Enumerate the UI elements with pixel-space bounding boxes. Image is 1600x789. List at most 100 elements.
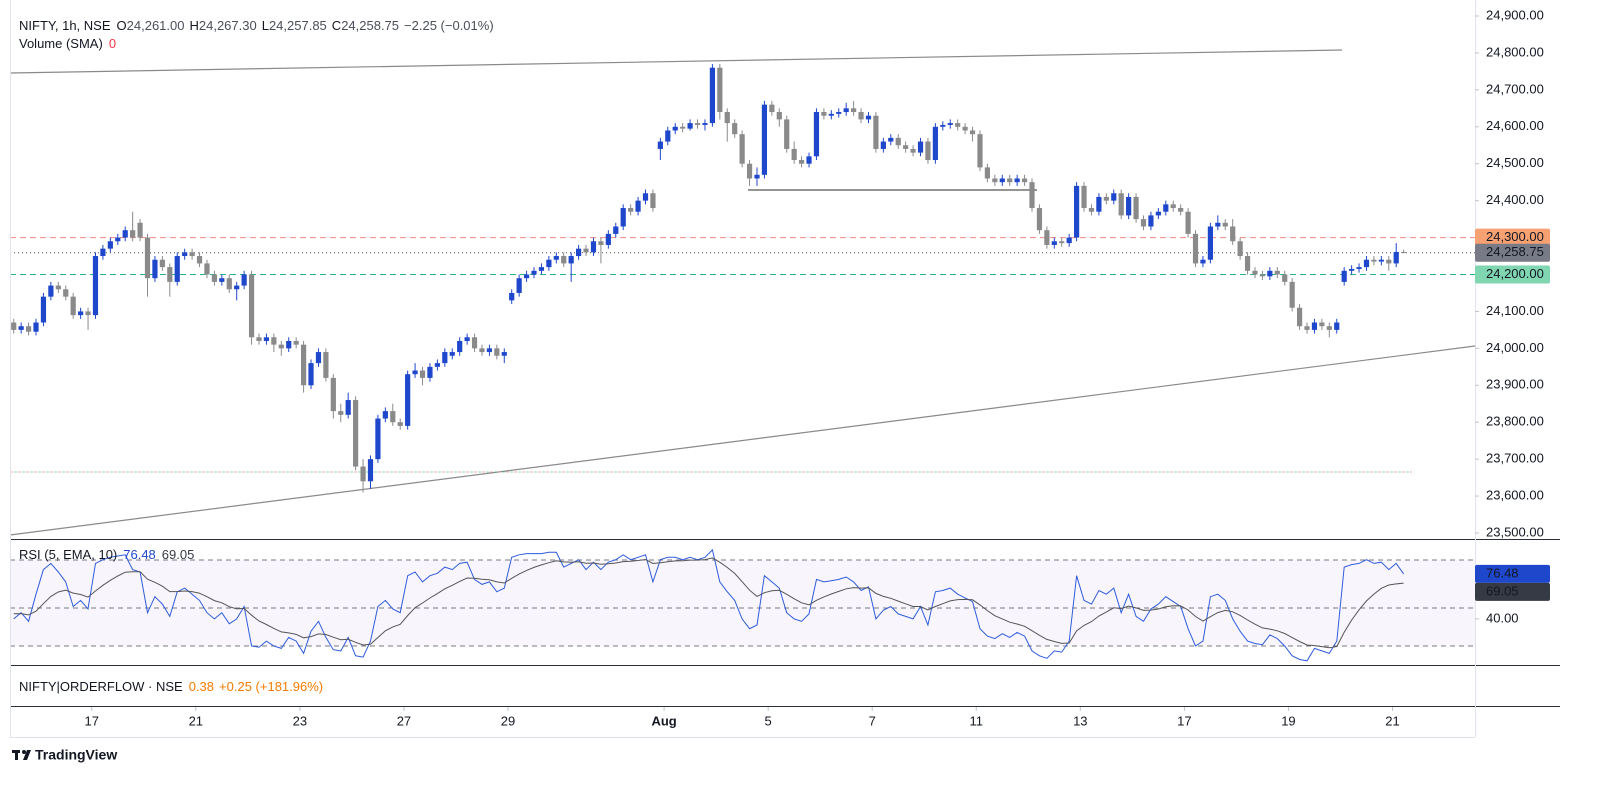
candle-body (457, 340, 463, 353)
x-tick-label: 7 (869, 713, 876, 728)
change: −2.25 (−0.01%) (404, 18, 494, 33)
candle-body (144, 237, 151, 279)
brand: TradingView (35, 747, 117, 763)
rsi-value: 69.05 (162, 547, 195, 562)
candle-body (263, 337, 270, 341)
candle-body (680, 126, 686, 129)
candle-body (367, 459, 374, 482)
candle-body (858, 112, 864, 120)
candle-body (1237, 241, 1243, 257)
candle-body (628, 208, 634, 212)
candle-body (1185, 211, 1191, 234)
candle-body (635, 200, 641, 212)
x-tick-label: 27 (397, 713, 411, 728)
y-tick-label: 24,800.00 (1486, 44, 1544, 59)
candle-body (300, 344, 307, 386)
candle-body (152, 259, 158, 279)
candle-body (427, 366, 433, 378)
candle-body (739, 134, 745, 164)
rsi-legend: RSI (5, EMA, 10) 76.48 69.05 (19, 547, 194, 562)
candle-body (204, 263, 210, 275)
candle-body (1386, 259, 1392, 264)
y-tick-label: 24,500.00 (1486, 155, 1544, 170)
candle-body (843, 108, 849, 113)
candle-body (137, 222, 143, 238)
candle-body (353, 400, 359, 467)
ohlc-value: 24,258.75 (341, 18, 399, 33)
candle-body (665, 130, 671, 142)
ohlc-key: H (189, 18, 198, 33)
candle-body (776, 112, 782, 120)
candle-body (1319, 322, 1325, 327)
candle-body (226, 278, 232, 290)
candle-body (338, 411, 344, 415)
candle-body (754, 174, 760, 179)
candle-body (687, 123, 693, 129)
y-tick-label: 24,400.00 (1486, 192, 1544, 207)
candle-body (11, 322, 17, 330)
candle-body (955, 123, 961, 127)
candle-body (546, 259, 552, 268)
candle-body (1103, 196, 1109, 201)
candle-body (211, 274, 218, 282)
candle-body (1178, 208, 1184, 212)
candle-body (494, 348, 500, 356)
candle-body (1021, 178, 1028, 183)
rsi-ema-line (13, 557, 1404, 649)
ohlc-value: 24,257.85 (269, 18, 327, 33)
candle-body (70, 296, 76, 316)
trend-line (9, 345, 1476, 536)
x-tick-label: 17 (1177, 713, 1191, 728)
candle-body (605, 233, 611, 245)
candle-body (1036, 208, 1043, 231)
x-tick-label: 5 (765, 713, 772, 728)
candle-body (1230, 226, 1236, 242)
price-label: 24,300.00 (1486, 229, 1544, 244)
candle-body (1081, 185, 1087, 209)
candle-body (531, 270, 537, 275)
candle-body (568, 256, 574, 264)
x-tick-label: 19 (1281, 713, 1295, 728)
candle-body (1215, 222, 1221, 227)
candle-body (115, 237, 121, 242)
candle-body (1334, 322, 1340, 330)
candle-body (471, 337, 478, 349)
candle-body (1051, 241, 1057, 245)
x-tick-label: 23 (293, 713, 307, 728)
candle-body (538, 267, 545, 271)
orderflow-change: +0.25 (+181.96%) (219, 679, 323, 694)
candle-body (1393, 251, 1399, 264)
candle-body (382, 411, 388, 419)
candle-body (1014, 178, 1020, 183)
candle-body (561, 256, 567, 264)
candle-body (821, 112, 827, 116)
rsi-value-box (1475, 582, 1550, 601)
candle-body (464, 337, 470, 341)
candle-body (1207, 226, 1213, 260)
x-tick-label: 13 (1073, 713, 1087, 728)
candle-body (947, 123, 953, 125)
candle-body (330, 377, 336, 412)
candle-body (55, 285, 61, 290)
candle-body (1140, 219, 1147, 227)
candle-body (1401, 251, 1407, 253)
candle-body (1363, 259, 1370, 268)
rsi-tick-label: 40.00 (1486, 610, 1519, 625)
candle-body (271, 337, 277, 345)
candle-body (813, 112, 820, 157)
candle-body (1341, 270, 1347, 282)
price-label: 24,200.00 (1486, 266, 1544, 281)
candle-body (576, 248, 582, 257)
candle-body (390, 411, 396, 423)
candle-body (791, 148, 797, 161)
candle-body (92, 256, 99, 316)
logo (12, 750, 31, 760)
candle-body (672, 126, 678, 131)
candle-body (523, 274, 530, 279)
x-tick-label: Aug (651, 713, 676, 728)
candle-body (25, 326, 32, 332)
y-tick-label: 23,800.00 (1486, 414, 1544, 429)
candle-body (1252, 270, 1258, 275)
candle-body (323, 352, 329, 378)
